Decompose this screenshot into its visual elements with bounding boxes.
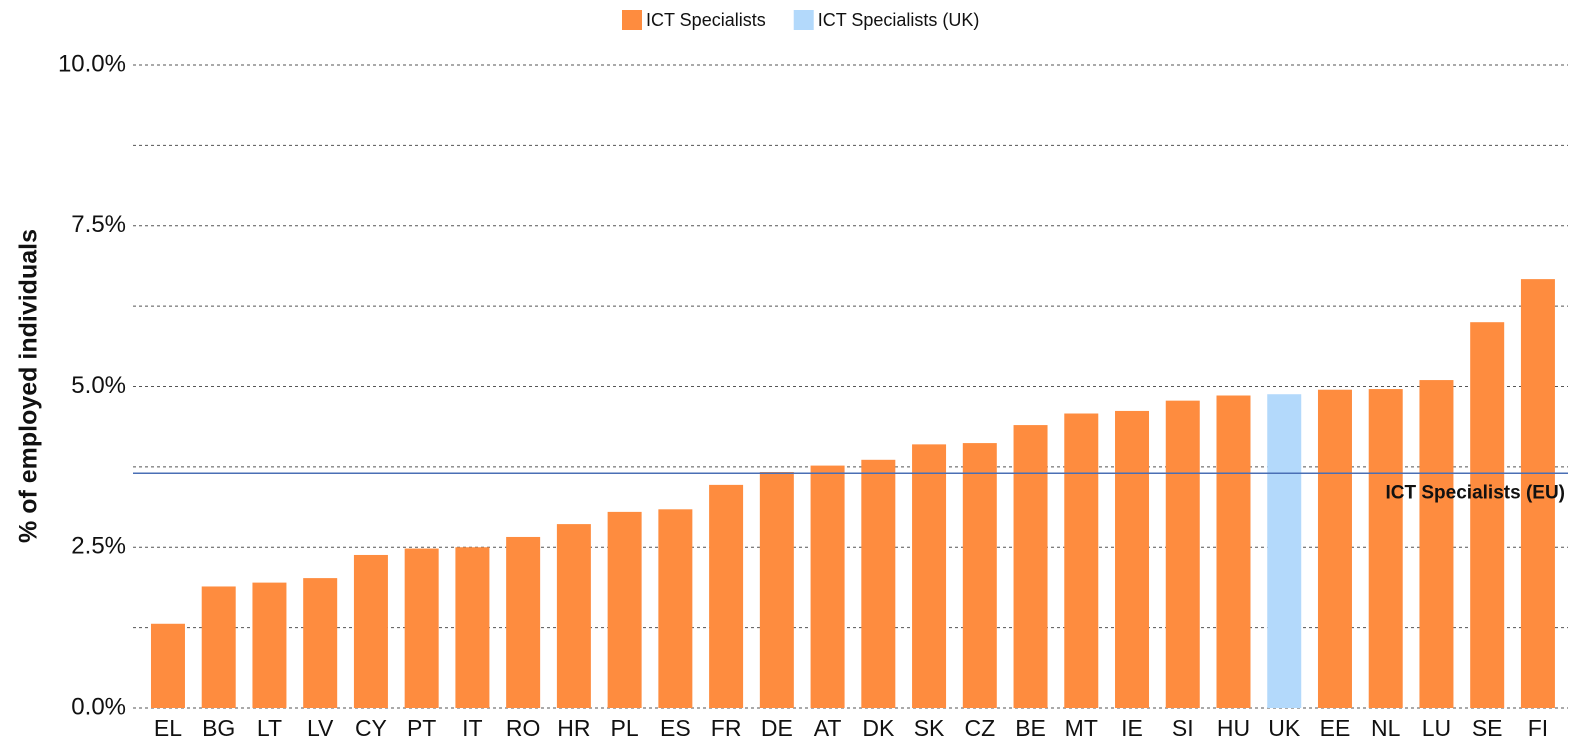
x-tick-label: ES — [660, 715, 691, 741]
bar — [607, 511, 642, 708]
x-tick-label: FR — [711, 715, 742, 741]
x-tick-label: SK — [914, 715, 945, 741]
bar — [759, 472, 794, 708]
x-tick-label: AT — [814, 715, 842, 741]
x-tick-label: HR — [557, 715, 590, 741]
bar — [455, 547, 490, 708]
y-axis-title: % of employed individuals — [15, 229, 43, 543]
x-tick-label: MT — [1065, 715, 1098, 741]
legend-label: ICT Specialists — [646, 10, 766, 30]
x-tick-label: DE — [761, 715, 793, 741]
legend-swatch — [793, 10, 814, 30]
bar — [1520, 279, 1555, 708]
x-tick-label: SI — [1172, 715, 1194, 741]
x-tick-label: NL — [1371, 715, 1401, 741]
y-tick-label: 5.0% — [71, 372, 126, 399]
x-tick-label: UK — [1268, 715, 1301, 741]
y-tick-label: 7.5% — [71, 211, 126, 238]
bar — [861, 459, 896, 708]
legend-label: ICT Specialists (UK) — [818, 10, 980, 30]
x-tick-label: BG — [202, 715, 235, 741]
x-tick-label: BE — [1015, 715, 1046, 741]
x-tick-label: IE — [1121, 715, 1143, 741]
bar — [658, 509, 693, 708]
x-tick-label: DK — [862, 715, 895, 741]
bar — [1470, 322, 1505, 708]
bar — [252, 582, 287, 708]
legend-swatch — [622, 10, 642, 30]
x-tick-label: LV — [307, 715, 334, 741]
bar — [1267, 394, 1302, 708]
bar — [1115, 410, 1150, 708]
x-tick-label: CY — [355, 715, 387, 741]
bar — [1368, 389, 1403, 708]
reference-line-label: ICT Specialists (EU) — [1386, 482, 1566, 503]
y-tick-label: 0.0% — [71, 693, 126, 720]
bar — [1317, 389, 1352, 708]
x-tick-label: EL — [154, 715, 182, 741]
x-tick-label: LT — [257, 715, 282, 741]
bar — [404, 548, 439, 708]
bar — [303, 578, 338, 708]
x-tick-label: RO — [506, 715, 541, 741]
bar — [1419, 380, 1454, 708]
bar — [353, 554, 388, 708]
x-tick-label: HU — [1217, 715, 1250, 741]
bar — [1064, 413, 1099, 708]
bar — [556, 524, 591, 708]
x-tick-label: EE — [1320, 715, 1351, 741]
x-tick-label: LU — [1422, 715, 1451, 741]
x-tick-label: PL — [611, 715, 639, 741]
bar — [1013, 425, 1048, 708]
bar — [1216, 395, 1251, 708]
bar — [962, 443, 997, 708]
bar — [201, 586, 236, 708]
x-tick-label: CZ — [964, 715, 995, 741]
x-tick-label: FI — [1528, 715, 1548, 741]
bar — [912, 444, 947, 708]
bar — [709, 484, 744, 708]
x-tick-label: SE — [1472, 715, 1503, 741]
y-tick-label: 2.5% — [71, 533, 126, 560]
x-tick-label: IT — [462, 715, 482, 741]
bar — [810, 465, 845, 708]
bar — [506, 536, 541, 708]
x-tick-label: PT — [407, 715, 436, 741]
bar — [150, 623, 185, 708]
bar — [1165, 400, 1200, 708]
y-tick-label: 10.0% — [58, 50, 126, 77]
